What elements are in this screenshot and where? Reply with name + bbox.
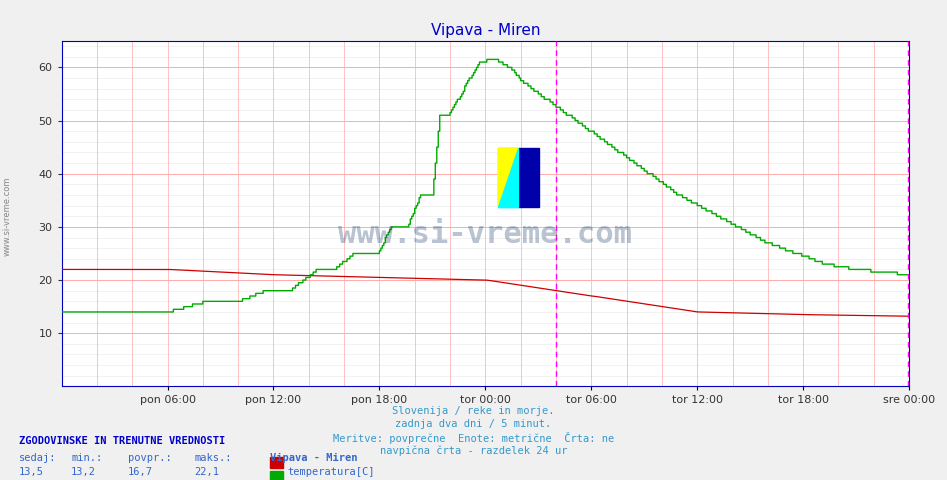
Text: ZGODOVINSKE IN TRENUTNE VREDNOSTI: ZGODOVINSKE IN TRENUTNE VREDNOSTI — [19, 436, 225, 446]
Text: 22,1: 22,1 — [194, 467, 219, 477]
Text: sedaj:: sedaj: — [19, 453, 57, 463]
Bar — [498, 177, 518, 207]
Text: zadnja dva dni / 5 minut.: zadnja dva dni / 5 minut. — [396, 419, 551, 429]
Text: Vipava - Miren: Vipava - Miren — [270, 453, 357, 463]
Text: 13,2: 13,2 — [71, 467, 96, 477]
Polygon shape — [498, 148, 518, 207]
Text: www.si-vreme.com: www.si-vreme.com — [338, 220, 633, 249]
Text: 16,7: 16,7 — [128, 467, 152, 477]
Bar — [518, 148, 539, 207]
Polygon shape — [498, 148, 518, 207]
Title: Vipava - Miren: Vipava - Miren — [431, 23, 540, 38]
Text: maks.:: maks.: — [194, 453, 232, 463]
Text: www.si-vreme.com: www.si-vreme.com — [3, 176, 12, 256]
Text: Meritve: povprečne  Enote: metrične  Črta: ne: Meritve: povprečne Enote: metrične Črta:… — [333, 432, 614, 444]
Text: povpr.:: povpr.: — [128, 453, 171, 463]
Bar — [498, 148, 518, 177]
Text: navpična črta - razdelek 24 ur: navpična črta - razdelek 24 ur — [380, 446, 567, 456]
Text: temperatura[C]: temperatura[C] — [287, 467, 374, 477]
Text: Slovenija / reke in morje.: Slovenija / reke in morje. — [392, 406, 555, 416]
Text: 13,5: 13,5 — [19, 467, 44, 477]
Text: min.:: min.: — [71, 453, 102, 463]
